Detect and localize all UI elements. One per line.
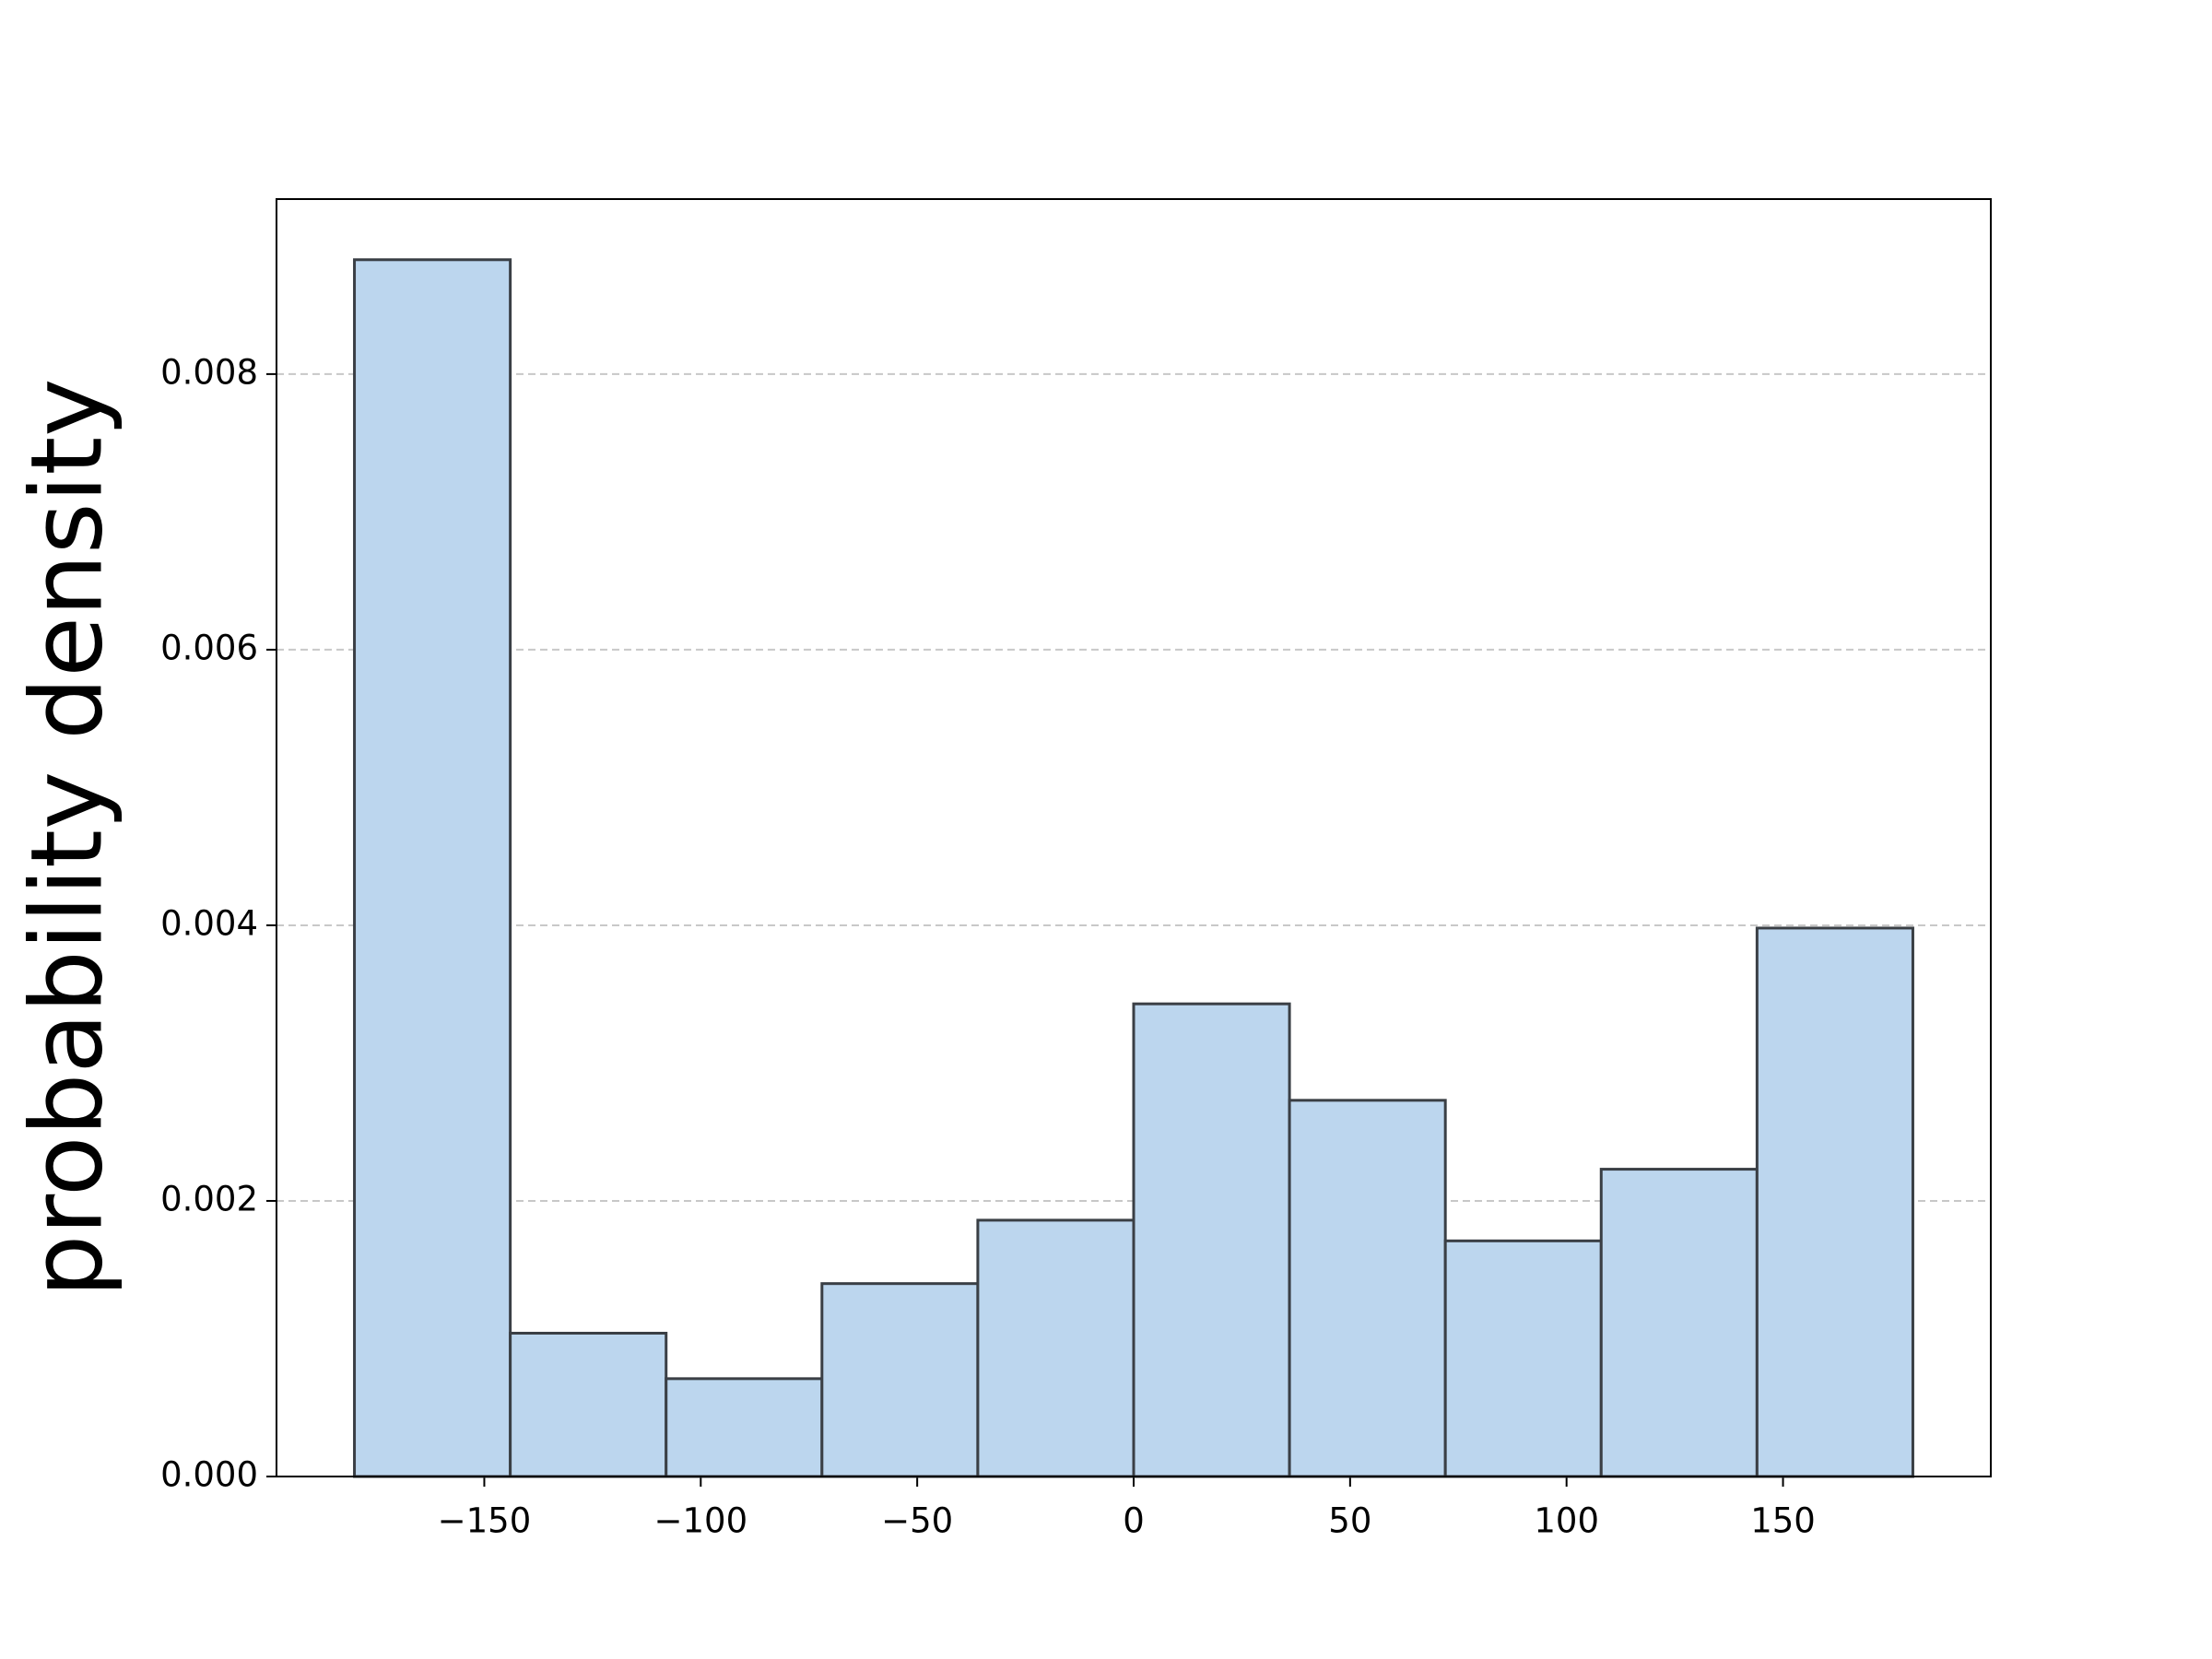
bar	[665, 1377, 824, 1478]
x-tick-label: −150	[438, 1501, 532, 1541]
x-tick-label: 100	[1534, 1501, 1599, 1541]
bar	[1599, 1168, 1759, 1478]
bar	[509, 1332, 668, 1478]
x-tick-label: 0	[1123, 1501, 1145, 1541]
bar	[1755, 926, 1914, 1478]
y-tick-label: 0.000	[160, 1455, 258, 1495]
y-axis-label: probability density	[10, 378, 124, 1297]
bar	[820, 1282, 980, 1478]
y-tick-label: 0.002	[160, 1179, 258, 1218]
bar	[1132, 1002, 1291, 1478]
y-tick-label: 0.004	[160, 903, 258, 943]
bar	[1443, 1239, 1603, 1478]
x-tick-label: 50	[1328, 1501, 1371, 1541]
x-tick-label: −100	[653, 1501, 747, 1541]
y-tick-label: 0.006	[160, 628, 258, 667]
plot-frame	[276, 198, 1992, 1477]
y-tick-label: 0.008	[160, 352, 258, 392]
bar	[1288, 1099, 1447, 1478]
bar	[353, 258, 512, 1478]
bar	[976, 1218, 1135, 1478]
x-tick-label: −50	[881, 1501, 953, 1541]
x-tick-label: 150	[1750, 1501, 1816, 1541]
